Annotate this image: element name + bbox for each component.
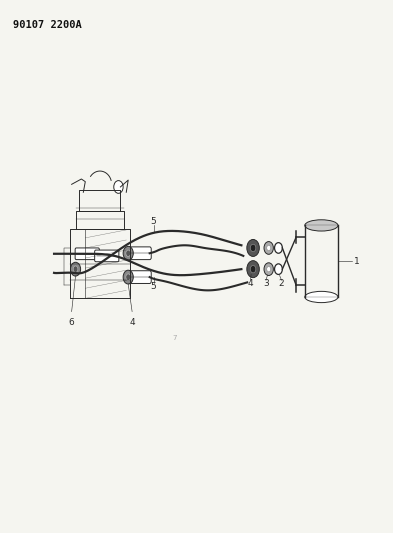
Circle shape bbox=[250, 244, 256, 252]
Text: 4: 4 bbox=[129, 318, 135, 327]
Text: 3: 3 bbox=[263, 279, 269, 288]
Circle shape bbox=[250, 265, 256, 273]
FancyBboxPatch shape bbox=[129, 271, 151, 284]
Circle shape bbox=[126, 274, 130, 280]
Circle shape bbox=[70, 262, 81, 276]
Circle shape bbox=[73, 266, 78, 272]
Circle shape bbox=[264, 241, 274, 254]
Text: 4: 4 bbox=[248, 279, 253, 288]
Circle shape bbox=[247, 239, 259, 256]
Text: 6: 6 bbox=[69, 318, 75, 327]
Circle shape bbox=[114, 181, 123, 193]
Circle shape bbox=[267, 266, 271, 272]
FancyBboxPatch shape bbox=[75, 248, 99, 260]
Ellipse shape bbox=[305, 292, 338, 303]
Circle shape bbox=[267, 245, 271, 251]
Circle shape bbox=[275, 264, 282, 274]
Text: 5: 5 bbox=[151, 217, 156, 226]
Circle shape bbox=[123, 270, 133, 284]
Text: 7: 7 bbox=[173, 335, 177, 341]
Text: 1: 1 bbox=[354, 257, 359, 265]
Circle shape bbox=[126, 250, 130, 256]
Text: 2: 2 bbox=[279, 279, 285, 288]
Circle shape bbox=[264, 263, 274, 276]
Text: 90107 2200A: 90107 2200A bbox=[13, 20, 82, 30]
FancyBboxPatch shape bbox=[129, 247, 151, 260]
Text: 5: 5 bbox=[151, 282, 156, 291]
Ellipse shape bbox=[305, 220, 338, 231]
Circle shape bbox=[247, 261, 259, 278]
Circle shape bbox=[123, 246, 133, 260]
FancyBboxPatch shape bbox=[95, 250, 119, 262]
Circle shape bbox=[275, 243, 282, 253]
